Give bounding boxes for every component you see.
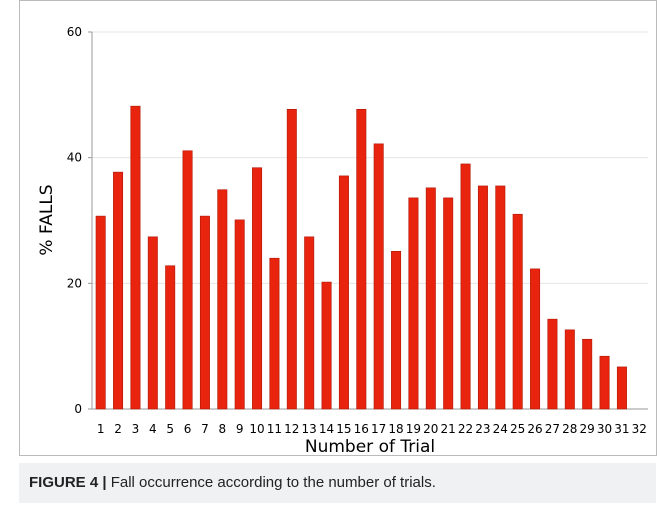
x-tick-label: 2 <box>114 422 122 436</box>
bar <box>217 189 228 410</box>
x-tick-label: 26 <box>527 422 542 436</box>
bar <box>547 318 558 410</box>
x-tick-label: 31 <box>614 422 629 436</box>
bar <box>321 281 332 410</box>
x-tick-label: 3 <box>132 422 140 436</box>
bar <box>373 143 384 410</box>
x-tick-label: 4 <box>149 422 157 436</box>
x-tick-label: 13 <box>302 422 317 436</box>
x-tick-label: 12 <box>284 422 299 436</box>
x-tick-label: 16 <box>354 422 369 436</box>
x-tick-label: 27 <box>545 422 560 436</box>
x-tick-label: 6 <box>184 422 192 436</box>
bar <box>234 219 245 410</box>
bar <box>599 355 610 410</box>
caption: FIGURE 4 | Fall occurrence according to … <box>19 463 656 503</box>
x-tick-label: 15 <box>336 422 351 436</box>
bar <box>113 171 124 410</box>
bar <box>182 150 193 410</box>
bar <box>130 105 141 410</box>
bar <box>356 108 367 410</box>
bar <box>460 163 471 410</box>
bar <box>95 215 106 410</box>
caption-text: Fall occurrence according to the number … <box>110 474 436 491</box>
x-tick-label: 20 <box>423 422 438 436</box>
bar <box>408 197 419 410</box>
x-tick-label: 29 <box>580 422 595 436</box>
x-tick-label: 24 <box>493 422 508 436</box>
x-tick-label: 18 <box>388 422 403 436</box>
bar <box>286 108 297 410</box>
bar <box>530 268 541 410</box>
bar <box>495 185 506 410</box>
bar <box>199 215 210 410</box>
x-tick-label: 14 <box>319 422 334 436</box>
bar <box>443 197 454 410</box>
bar <box>165 265 176 410</box>
caption-label: FIGURE 4 | <box>29 474 107 491</box>
bar <box>477 185 488 410</box>
x-tick-label: 7 <box>201 422 209 436</box>
x-tick-label: 30 <box>597 422 612 436</box>
bar <box>391 250 402 410</box>
bar <box>512 213 523 410</box>
bar <box>269 257 280 410</box>
bar <box>252 167 263 410</box>
x-tick-label: 8 <box>218 422 226 436</box>
x-tick-label: 10 <box>249 422 264 436</box>
x-tick-label: 25 <box>510 422 525 436</box>
x-tick-label: 9 <box>236 422 244 436</box>
x-tick-label: 5 <box>166 422 174 436</box>
bar <box>147 236 158 410</box>
bar <box>425 187 436 410</box>
y-axis-label: % FALLS <box>37 184 57 255</box>
x-tick-label: 22 <box>458 422 473 436</box>
y-tick-label: 0 <box>74 402 82 416</box>
y-tick-label: 40 <box>67 151 82 165</box>
x-tick-label: 23 <box>475 422 490 436</box>
x-tick-label: 32 <box>632 422 647 436</box>
bar <box>582 338 593 410</box>
bar <box>304 236 315 410</box>
bar <box>564 329 575 410</box>
bar <box>338 175 349 410</box>
x-tick-label: 28 <box>562 422 577 436</box>
x-tick-label: 11 <box>267 422 282 436</box>
frame <box>19 0 657 456</box>
y-tick-label: 60 <box>67 25 82 39</box>
bar <box>616 366 627 410</box>
x-tick-label: 17 <box>371 422 386 436</box>
y-tick-label: 20 <box>67 276 82 290</box>
x-tick-label: 19 <box>406 422 421 436</box>
x-axis-label: Number of Trial <box>305 437 435 457</box>
x-tick-label: 21 <box>441 422 456 436</box>
x-tick-label: 1 <box>97 422 105 436</box>
